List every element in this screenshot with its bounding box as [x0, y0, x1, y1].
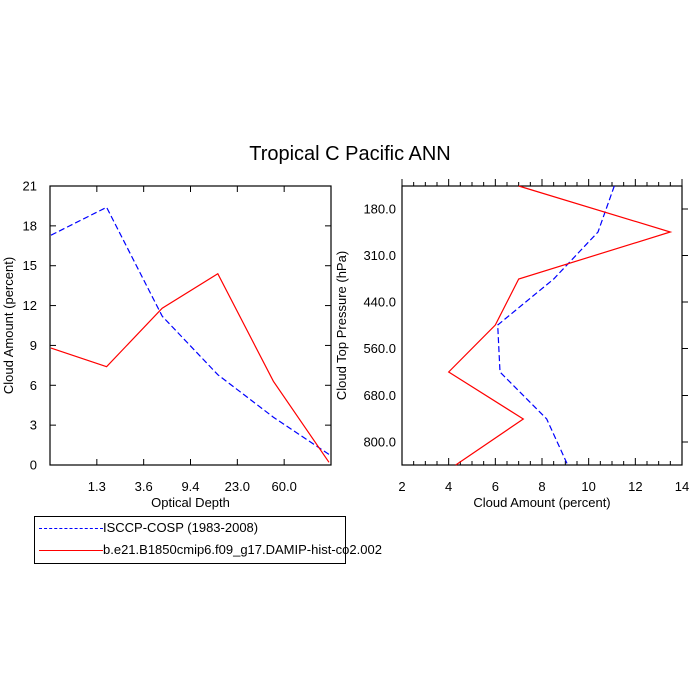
right-y-tick-label: 310.0 — [363, 248, 396, 263]
legend-label: ISCCP-COSP (1983-2008) — [103, 520, 259, 535]
left-x-tick-label: 60.0 — [272, 479, 297, 494]
legend-label: b.e21.B1850cmip6.f09_g17.DAMIP-hist-co2.… — [103, 542, 382, 557]
legend-swatch-dashed-blue — [39, 528, 103, 529]
right-y-tick-label: 680.0 — [363, 388, 396, 403]
right-series-model-line — [447, 185, 673, 466]
right-y-tick-label: 440.0 — [363, 295, 396, 310]
legend-swatch-solid-red — [39, 550, 103, 551]
left-x-tick-label: 9.4 — [181, 479, 199, 494]
legend-item-isccp: ISCCP-COSP (1983-2008) — [35, 519, 345, 539]
right-x-tick-label: 14 — [675, 479, 689, 494]
right-x-axis-label: Cloud Amount (percent) — [473, 495, 610, 510]
left-y-tick-label: 15 — [23, 258, 37, 273]
legend-item-model: b.e21.B1850cmip6.f09_g17.DAMIP-hist-co2.… — [35, 541, 382, 561]
left-plot-frame — [49, 185, 332, 466]
right-plot-frame — [401, 185, 683, 466]
left-y-tick-label: 0 — [30, 458, 37, 473]
legend: ISCCP-COSP (1983-2008) b.e21.B1850cmip6.… — [34, 516, 382, 564]
left-series-isccp-line — [50, 206, 330, 455]
left-y-tick-label: 12 — [23, 298, 37, 313]
right-x-tick-label: 4 — [445, 479, 452, 494]
left-x-axis-label: Optical Depth — [151, 495, 230, 510]
left-y-tick-label: 6 — [30, 378, 37, 393]
right-x-tick-label: 6 — [492, 479, 499, 494]
right-y-tick-label: 560.0 — [363, 341, 396, 356]
right-x-tick-label: 8 — [538, 479, 545, 494]
left-y-tick-label: 21 — [23, 179, 37, 194]
right-series-isccp-line — [497, 185, 615, 466]
left-series-model-line — [50, 272, 330, 463]
right-y-axis-label: Cloud Top Pressure (hPa) — [334, 251, 349, 400]
right-x-tick-label: 12 — [628, 479, 642, 494]
left-y-tick-label: 3 — [30, 418, 37, 433]
left-y-tick-label: 18 — [23, 218, 37, 233]
left-x-tick-label: 23.0 — [225, 479, 250, 494]
left-x-tick-label: 3.6 — [135, 479, 153, 494]
right-y-tick-label: 800.0 — [363, 435, 396, 450]
right-x-tick-label: 2 — [398, 479, 405, 494]
right-y-tick-label: 180.0 — [363, 202, 396, 217]
left-y-tick-label: 9 — [30, 338, 37, 353]
chart-title: Tropical C Pacific ANN — [249, 143, 451, 165]
left-x-tick-label: 1.3 — [88, 479, 106, 494]
right-x-tick-label: 10 — [581, 479, 595, 494]
left-y-axis-label: Cloud Amount (percent) — [1, 257, 16, 394]
